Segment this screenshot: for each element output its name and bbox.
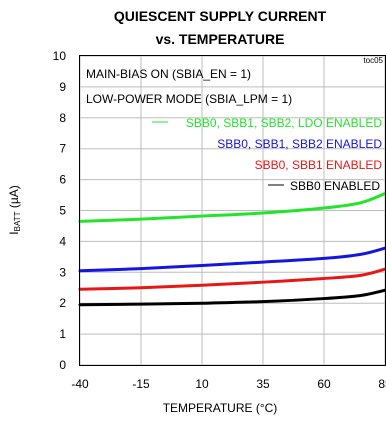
series-line-0 <box>78 192 386 223</box>
series-label-0: SBB0, SBB1, SBB2, LDO ENABLED <box>186 116 382 130</box>
x-tick-label: 60 <box>317 377 331 391</box>
y-tick-label: 2 <box>59 296 66 310</box>
note-low-power: LOW-POWER MODE (SBIA_LPM = 1) <box>86 92 292 106</box>
x-tick-label: -40 <box>71 377 89 391</box>
x-tick-label: 35 <box>256 377 270 391</box>
y-tick-label: 10 <box>53 49 67 63</box>
series-label-1: SBB0, SBB1, SBB2 ENABLED <box>217 137 382 151</box>
series-line-3 <box>78 288 386 307</box>
figure-id: toc05 <box>363 56 383 65</box>
y-axis-label-unit: (µA) <box>7 185 21 211</box>
x-tick-label: 10 <box>195 377 209 391</box>
y-tick-label: 3 <box>59 265 66 279</box>
y-axis-label-main: I <box>7 231 21 234</box>
y-axis-label-sub: BATT <box>13 211 22 231</box>
x-tick-labels: -40 -15 10 35 60 85 <box>71 377 386 391</box>
series-line-1 <box>78 246 386 273</box>
series-lines <box>78 192 386 307</box>
y-tick-label: 4 <box>59 234 66 248</box>
y-tick-label: 9 <box>59 80 66 94</box>
series-label-3: SBB0 ENABLED <box>290 179 380 193</box>
x-axis-label: TEMPERATURE (°C) <box>163 401 278 415</box>
series-labels: SBB0, SBB1, SBB2, LDO ENABLED SBB0, SBB1,… <box>152 116 382 193</box>
y-tick-label: 0 <box>59 358 66 372</box>
x-tick-label: 85 <box>378 377 386 391</box>
y-tick-labels: 0 1 2 3 4 5 6 7 8 9 10 <box>53 49 67 372</box>
y-tick-label: 7 <box>59 142 66 156</box>
y-axis-label: IBATT (µA) <box>7 185 22 234</box>
y-tick-label: 8 <box>59 111 66 125</box>
x-tick-label: -15 <box>132 377 150 391</box>
y-tick-label: 5 <box>59 204 66 218</box>
y-tick-label: 6 <box>59 173 66 187</box>
y-tick-label: 1 <box>59 327 66 341</box>
series-line-2 <box>78 267 386 291</box>
note-main-bias: MAIN-BIAS ON (SBIA_EN = 1) <box>86 67 251 81</box>
chart-subtitle: vs. TEMPERATURE <box>156 31 285 47</box>
series-label-2: SBB0, SBB1 ENABLED <box>255 158 383 172</box>
chart-title: QUIESCENT SUPPLY CURRENT <box>114 8 327 24</box>
